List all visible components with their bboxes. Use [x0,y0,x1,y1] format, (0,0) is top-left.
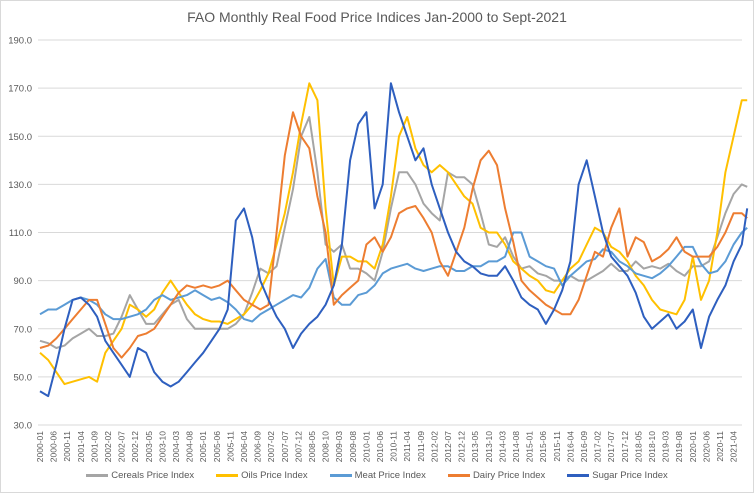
x-tick-label: 2008-05 [307,431,317,462]
x-tick-label: 2011-09 [416,431,426,462]
x-tick-label: 2018-10 [647,431,657,462]
y-tick-label: 50.0 [14,372,33,383]
series-lines [39,82,749,398]
x-tick-label: 2015-11 [552,431,562,462]
x-tick-label: 2005-11 [225,431,235,462]
x-tick-label: 2002-12 [130,431,140,462]
x-tick-label: 2014-08 [511,431,521,462]
x-tick-label: 2020-11 [715,431,725,462]
x-tick-label: 2004-08 [185,431,195,462]
legend-label: Meat Price Index [354,470,426,481]
y-tick-label: 190.0 [8,36,32,47]
x-tick-label: 2010-06 [375,431,385,462]
x-tick-label: 2014-03 [497,431,507,462]
x-tick-label: 2003-10 [157,431,167,462]
legend-label: Oils Price Index [241,470,308,481]
x-tick-label: 2017-07 [606,431,616,462]
x-tick-label: 2012-02 [429,431,439,462]
x-tick-label: 2011-04 [402,431,412,462]
x-tick-label: 2001-04 [76,431,86,462]
x-tick-label: 2002-02 [103,431,113,462]
x-tick-label: 2000-01 [35,431,45,462]
x-tick-label: 2008-10 [321,431,331,462]
x-tick-label: 2007-12 [293,431,303,462]
x-tick-label: 2004-03 [171,431,181,462]
x-tick-label: 2015-06 [538,431,548,462]
x-axis: 2000-01 2000-06 2000-11 2001-04 2001-09 2002-… [35,431,739,462]
legend-label: Dairy Price Index [472,470,546,481]
legend-item: Oils Price Index [216,470,308,481]
x-tick-label: 2017-12 [620,431,630,462]
x-tick-label: 2001-09 [89,431,99,462]
x-tick-label: 2005-01 [198,431,208,462]
y-tick-label: 30.0 [14,421,33,432]
x-tick-label: 2016-09 [579,431,589,462]
legend: Cereals Price Index Oils Price Index Meat … [0,470,754,481]
x-tick-label: 2016-04 [565,431,575,462]
x-tick-label: 2018-05 [633,431,643,462]
x-tick-label: 2006-09 [253,431,263,462]
x-tick-label: 2003-05 [144,431,154,462]
y-tick-label: 70.0 [14,324,33,335]
x-tick-label: 2006-04 [239,431,249,462]
y-axis: 30.0 50.0 70.0 90.0 110.0 130.0 150.0 170.0 190.… [8,36,32,432]
legend-swatch [447,474,470,477]
legend-item: Cereals Price Index [86,470,194,481]
chart-title: FAO Monthly Real Food Price Indices Jan-… [187,9,567,25]
x-tick-label: 2020-01 [688,431,698,462]
legend-item: Meat Price Index [329,470,426,481]
series-line-sugar-price-index [39,82,749,398]
series-line-meat-price-index [39,226,748,323]
x-tick-label: 2005-06 [212,431,222,462]
x-tick-label: 2013-05 [470,431,480,462]
series-line-cereals-price-index [39,116,748,349]
x-tick-label: 2012-07 [443,431,453,462]
x-tick-label: 2007-07 [280,431,290,462]
y-tick-label: 110.0 [9,228,32,239]
x-tick-label: 2020-06 [701,431,711,462]
legend-swatch [567,474,590,477]
x-tick-label: 2017-02 [593,431,603,462]
x-tick-label: 2012-12 [457,431,467,462]
x-tick-label: 2000-06 [49,431,59,462]
x-tick-label: 2000-11 [62,431,72,462]
x-tick-label: 2015-01 [525,431,535,462]
x-tick-label: 2019-08 [674,431,684,462]
legend-label: Cereals Price Index [111,470,195,481]
legend-swatch [329,474,352,477]
y-tick-label: 130.0 [8,180,32,191]
x-tick-label: 2007-02 [266,431,276,462]
y-tick-label: 150.0 [8,132,32,143]
x-tick-label: 2013-10 [484,431,494,462]
y-tick-label: 170.0 [8,84,32,95]
legend-swatch [86,474,109,477]
x-tick-label: 2010-01 [361,431,371,462]
x-tick-label: 2002-07 [117,431,127,462]
series-line-dairy-price-index [39,111,748,359]
legend-swatch [216,474,239,477]
series-line-oils-price-index [39,82,748,386]
x-tick-label: 2021-04 [729,431,739,462]
legend-item: Dairy Price Index [447,470,546,481]
x-tick-label: 2009-03 [334,431,344,462]
legend-label: Sugar Price Index [592,470,668,481]
y-tick-label: 90.0 [14,276,33,287]
x-tick-label: 2009-08 [348,431,358,462]
x-tick-label: 2019-03 [661,431,671,462]
legend-item: Sugar Price Index [567,470,668,481]
x-tick-label: 2010-11 [389,431,399,462]
